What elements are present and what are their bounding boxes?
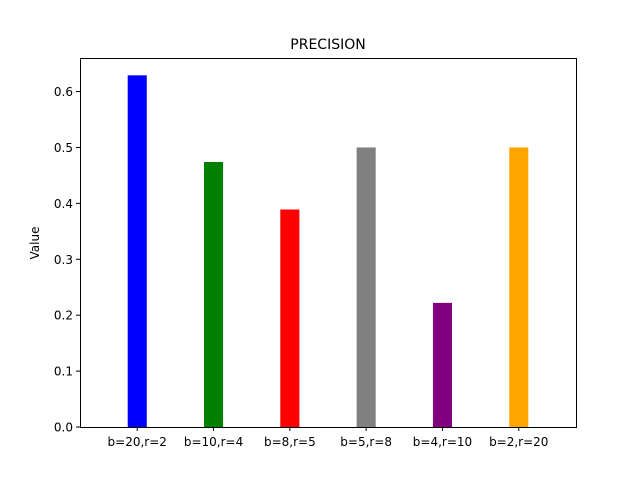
bar-b=20,r=2 — [127, 75, 147, 427]
y-tick-label: 0.5 — [54, 141, 73, 155]
x-tick-label: b=10,r=4 — [184, 435, 243, 449]
y-tick-label: 0.2 — [54, 309, 73, 323]
y-tick-label: 0.6 — [54, 85, 73, 99]
bars-group — [127, 75, 529, 428]
x-tick-label: b=8,r=5 — [264, 435, 316, 449]
bar-b=8,r=5 — [280, 209, 300, 427]
y-tick-label: 0.1 — [54, 365, 73, 379]
y-axis-label: Value — [28, 227, 42, 260]
bar-b=4,r=10 — [432, 302, 452, 427]
y-tick-label: 0.3 — [54, 253, 73, 267]
x-tick-label: b=5,r=8 — [340, 435, 392, 449]
bar-b=5,r=8 — [356, 147, 376, 428]
y-axis-ticks: 0.0 0.1 0.2 0.3 0.4 0.5 0.6 — [54, 85, 80, 435]
y-tick-label: 0.4 — [54, 197, 73, 211]
chart-title: PRECISION — [290, 37, 365, 53]
x-tick-label: b=20,r=2 — [108, 435, 167, 449]
y-tick-label: 0.0 — [54, 421, 73, 435]
x-axis-ticks: b=20,r=2 b=10,r=4 b=8,r=5 b=5,r=8 b=4,r=10 b=… — [108, 427, 548, 449]
bar-b=10,r=4 — [204, 161, 224, 427]
bar-b=2,r=20 — [509, 147, 529, 428]
x-tick-label: b=2,r=20 — [489, 435, 548, 449]
x-tick-label: b=4,r=10 — [413, 435, 472, 449]
plot-frame — [80, 58, 577, 428]
